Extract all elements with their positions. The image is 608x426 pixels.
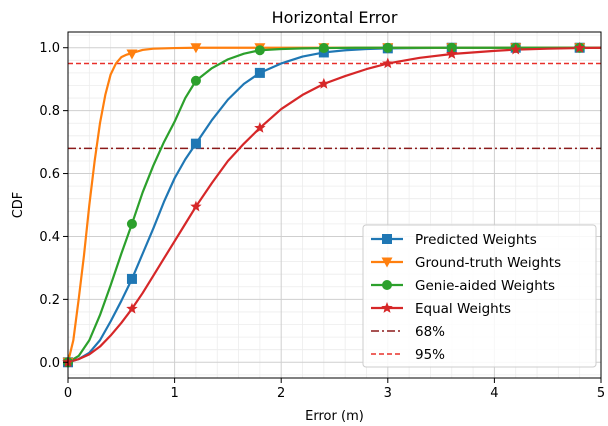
y-tick-label: 0.0 — [39, 356, 60, 371]
legend-label-68-: 68% — [415, 324, 445, 340]
plot-frame — [67, 31, 602, 379]
legend: Predicted Weights Ground-truth Weights Gen… — [362, 224, 597, 368]
legend-label-ground-truth-weights: Ground-truth Weights — [415, 255, 561, 271]
legend-marker-ground-truth-weights — [381, 257, 393, 268]
y-axis-label: CDF — [11, 192, 26, 219]
legend-label-predicted-weights: Predicted Weights — [415, 232, 537, 248]
data-point-genie-aided-weights — [318, 43, 329, 54]
y-tick-label: 0.2 — [39, 293, 60, 308]
data-point-equal-weights — [382, 57, 394, 69]
x-axis-label: Error (m) — [305, 409, 364, 424]
data-point-equal-weights — [446, 48, 458, 59]
data-point-equal-weights — [573, 42, 586, 53]
data-point-predicted-weights — [254, 67, 265, 78]
data-point-predicted-weights — [190, 138, 201, 149]
data-point-equal-weights — [318, 77, 330, 89]
legend-label-equal-weights: Equal Weights — [415, 301, 511, 317]
legend-label-genie-aided-weights: Genie-aided Weights — [415, 278, 555, 294]
data-point-equal-weights — [190, 200, 202, 212]
legend-marker-genie-aided-weights — [382, 280, 392, 290]
y-tick-label: 0.8 — [39, 104, 60, 119]
x-tick-label: 5 — [597, 386, 605, 401]
x-tick-label: 0 — [64, 386, 72, 401]
data-point-genie-aided-weights — [382, 42, 393, 53]
x-tick-label: 2 — [277, 386, 285, 401]
x-tick-label: 1 — [170, 386, 178, 401]
reference-lines — [68, 62, 601, 150]
data-point-genie-aided-weights — [254, 45, 265, 56]
data-point-equal-weights — [254, 121, 266, 133]
y-tick-label: 1.0 — [39, 41, 60, 56]
data-point-ground-truth-weights — [190, 43, 202, 54]
data-point-genie-aided-weights — [190, 75, 201, 86]
series-line-ground-truth-weights — [66, 46, 601, 363]
data-point-genie-aided-weights — [446, 42, 457, 53]
x-tick-label: 4 — [490, 386, 498, 401]
x-tick-label: 3 — [384, 386, 392, 401]
series-line-equal-weights — [67, 46, 602, 364]
series-lines — [66, 46, 602, 364]
chart-title: Horizontal Error — [272, 8, 398, 27]
legend-label-95-: 95% — [415, 347, 445, 363]
data-point-predicted-weights — [126, 273, 137, 284]
legend-marker-equal-weights — [381, 302, 393, 313]
data-point-ground-truth-weights — [126, 49, 138, 60]
legend-box — [362, 224, 597, 368]
y-tick-label: 0.6 — [39, 167, 60, 182]
y-tick-label: 0.4 — [39, 230, 60, 245]
legend-marker-predicted-weights — [382, 234, 392, 244]
axis-ticks: 0 1 2 3 4 5 0.0 0.2 0.4 0.6 0.8 1.0 — [39, 41, 605, 401]
data-point-equal-weights — [126, 302, 138, 314]
data-point-genie-aided-weights — [126, 218, 137, 229]
data-point-equal-weights — [510, 43, 522, 55]
